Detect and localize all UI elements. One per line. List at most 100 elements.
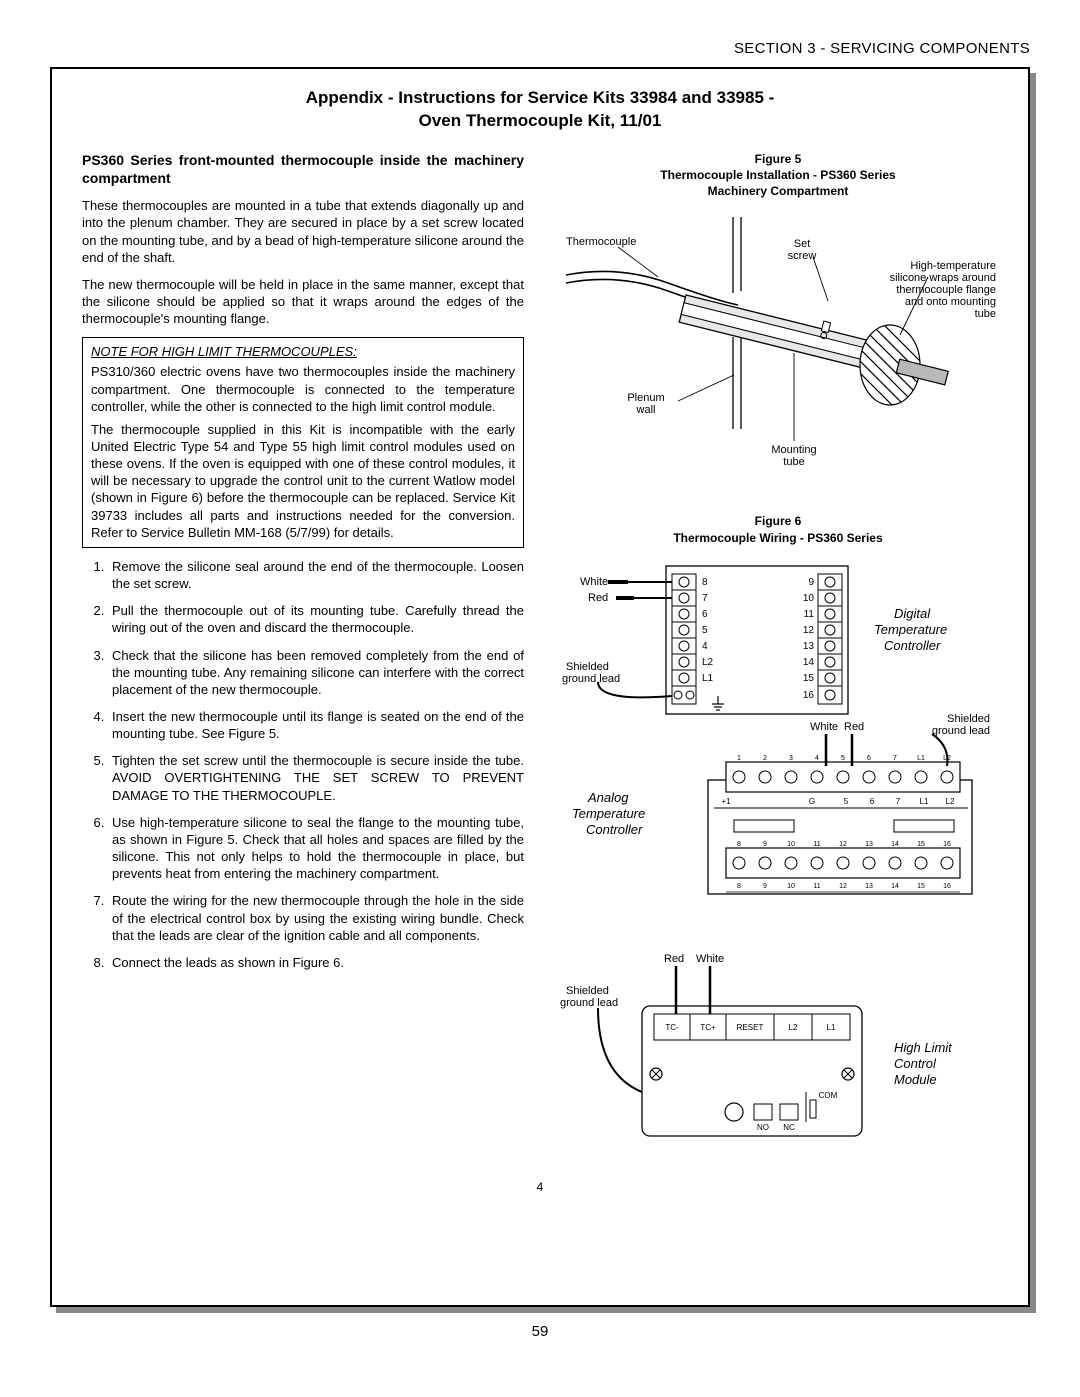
appendix-title-line2: Oven Thermocouple Kit, 11/01	[419, 111, 662, 130]
svg-text:3: 3	[789, 755, 793, 762]
section-header: SECTION 3 - SERVICING COMPONENTS	[50, 40, 1030, 57]
svg-text:6: 6	[702, 609, 708, 620]
svg-text:L1: L1	[917, 755, 925, 762]
note-box-p2: The thermocouple supplied in this Kit is…	[91, 421, 515, 541]
svg-text:9: 9	[763, 883, 767, 890]
analog-controller-diagram: 1 2 3 4 5 6 7 L1 L2 +1	[572, 713, 990, 894]
svg-text:9: 9	[763, 841, 767, 848]
left-column: PS360 Series front-mounted thermocouple …	[82, 151, 524, 1162]
appendix-title: Appendix - Instructions for Service Kits…	[82, 87, 998, 133]
svg-text:13: 13	[803, 641, 815, 652]
svg-text:7: 7	[702, 593, 708, 604]
fig6-atc-lbl-1: Analog	[587, 790, 629, 805]
fig5-title: Figure 5	[755, 152, 802, 166]
fig6-atc-shield-2: ground lead	[932, 725, 990, 737]
fig6-hl-lbl-1: High Limit	[894, 1040, 953, 1055]
inner-page-number: 4	[82, 1180, 998, 1194]
fig5-lbl-sil-4: and onto mounting	[905, 296, 996, 308]
step-7: Route the wiring for the new thermocoupl…	[108, 892, 524, 943]
figure-6: Figure 6 Thermocouple Wiring - PS360 Ser…	[558, 513, 998, 1161]
steps-list: Remove the silicone seal around the end …	[82, 558, 524, 971]
step-6: Use high-temperature silicone to seal th…	[108, 814, 524, 883]
fig5-lbl-plenum-2: wall	[636, 404, 656, 416]
fig6-dtc-shield-1: Shielded	[566, 661, 609, 673]
step-4: Insert the new thermocouple until its fl…	[108, 708, 524, 742]
high-limit-module-diagram: TC- TC+ RESET L2 L1	[560, 953, 953, 1136]
svg-text:2: 2	[763, 755, 767, 762]
fig5-lbl-mtube-2: tube	[783, 456, 804, 468]
step-8: Connect the leads as shown in Figure 6.	[108, 954, 524, 971]
svg-text:15: 15	[917, 883, 925, 890]
outer-page-number: 59	[50, 1323, 1030, 1340]
fig5-subtitle-1: Thermocouple Installation - PS360 Series	[660, 168, 895, 182]
svg-text:L2: L2	[702, 657, 714, 668]
fig6-hl-shield-2: ground lead	[560, 997, 618, 1009]
svg-text:15: 15	[803, 673, 815, 684]
svg-text:9: 9	[808, 577, 814, 588]
svg-text:7: 7	[896, 797, 901, 806]
svg-text:16: 16	[943, 841, 951, 848]
svg-text:4: 4	[815, 755, 819, 762]
svg-text:NC: NC	[783, 1123, 795, 1132]
note-box-heading: NOTE FOR HIGH LIMIT THERMOCOUPLES:	[91, 344, 515, 359]
svg-text:10: 10	[787, 841, 795, 848]
fig6-atc-lbl-3: Controller	[586, 822, 643, 837]
svg-text:G: G	[809, 797, 815, 806]
svg-text:11: 11	[804, 609, 815, 620]
svg-text:6: 6	[867, 755, 871, 762]
fig6-atc-white: White	[810, 721, 838, 733]
fig6-atc-lbl-2: Temperature	[572, 806, 645, 821]
svg-text:16: 16	[803, 690, 815, 701]
fig6-dtc-white: White	[580, 576, 608, 588]
digital-controller-diagram: 8 7 6 5 4 L2 L1 9 10 11 12	[562, 566, 947, 714]
step-5: Tighten the set screw until the thermoco…	[108, 752, 524, 803]
fig6-hl-red: Red	[664, 953, 684, 965]
fig5-lbl-plenum-1: Plenum	[627, 392, 664, 404]
svg-text:8: 8	[737, 883, 741, 890]
svg-text:L2: L2	[789, 1023, 798, 1032]
right-column: Figure 5 Thermocouple Installation - PS3…	[558, 151, 998, 1162]
fig5-lbl-setscrew-1: Set	[794, 238, 811, 250]
svg-text:11: 11	[813, 883, 820, 890]
svg-text:L1: L1	[920, 797, 929, 806]
page-frame: Appendix - Instructions for Service Kits…	[50, 67, 1030, 1307]
para-1: These thermocouples are mounted in a tub…	[82, 197, 524, 266]
fig6-dtc-lbl-3: Controller	[884, 638, 941, 653]
figure-5: Figure 5 Thermocouple Installation - PS3…	[558, 151, 998, 486]
fig6-atc-shield-1: Shielded	[947, 713, 990, 725]
fig6-diagram: 8 7 6 5 4 L2 L1 9 10 11 12	[558, 552, 998, 1162]
svg-text:L1: L1	[827, 1023, 836, 1032]
fig6-dtc-lbl-2: Temperature	[874, 622, 947, 637]
svg-text:L1: L1	[702, 673, 714, 684]
step-1: Remove the silicone seal around the end …	[108, 558, 524, 592]
svg-text:5: 5	[841, 755, 845, 762]
appendix-title-line1: Appendix - Instructions for Service Kits…	[306, 88, 775, 107]
fig5-diagram: Thermocouple Set screw High-temperature …	[558, 205, 998, 485]
step-3: Check that the silicone has been removed…	[108, 647, 524, 698]
fig6-hl-lbl-3: Module	[894, 1072, 937, 1087]
svg-text:15: 15	[917, 841, 925, 848]
fig5-lbl-sil-2: silicone wraps around	[890, 272, 996, 284]
fig6-title: Figure 6	[755, 514, 802, 528]
fig5-lbl-thermocouple: Thermocouple	[566, 236, 636, 248]
svg-text:6: 6	[870, 797, 875, 806]
para-2: The new thermocouple will be held in pla…	[82, 276, 524, 327]
svg-text:5: 5	[702, 625, 708, 636]
note-box-p1: PS310/360 electric ovens have two thermo…	[91, 363, 515, 414]
fig5-lbl-sil-5: tube	[975, 308, 996, 320]
fig6-hl-lbl-2: Control	[894, 1056, 937, 1071]
svg-text:10: 10	[787, 883, 795, 890]
svg-text:4: 4	[702, 641, 708, 652]
svg-text:TC-: TC-	[665, 1023, 679, 1032]
svg-text:COM: COM	[819, 1091, 838, 1100]
fig6-atc-red: Red	[844, 721, 864, 733]
svg-text:12: 12	[839, 841, 847, 848]
fig6-dtc-shield-2: ground lead	[562, 673, 620, 685]
svg-text:5: 5	[844, 797, 849, 806]
fig6-hl-shield-1: Shielded	[566, 985, 609, 997]
svg-text:RESET: RESET	[737, 1023, 764, 1032]
note-box: NOTE FOR HIGH LIMIT THERMOCOUPLES: PS310…	[82, 337, 524, 548]
svg-text:8: 8	[737, 841, 741, 848]
svg-text:10: 10	[803, 593, 815, 604]
fig5-lbl-sil-3: thermocouple flange	[896, 284, 996, 296]
